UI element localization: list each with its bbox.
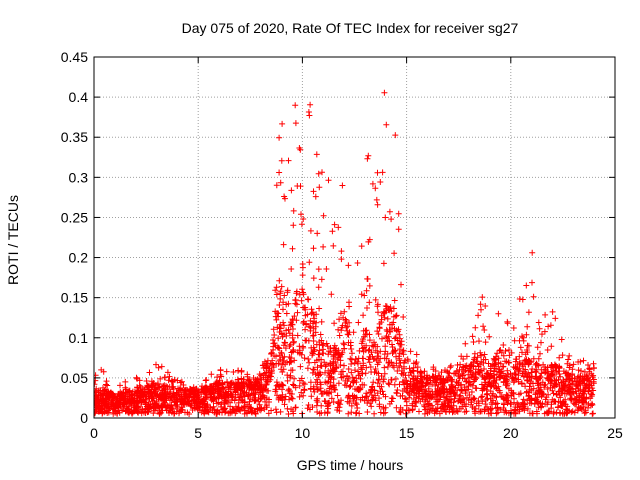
y-tick-label: 0.15 xyxy=(61,290,88,306)
x-tick-label: 0 xyxy=(90,425,98,441)
y-tick-label: 0.45 xyxy=(61,49,88,65)
roti-points xyxy=(94,89,597,417)
y-tick-label: 0.35 xyxy=(61,129,88,145)
y-tick-label: 0.2 xyxy=(69,250,89,266)
data-points xyxy=(94,89,597,417)
y-tick-label: 0.4 xyxy=(69,89,89,105)
x-tick-label: 20 xyxy=(503,425,519,441)
x-tick-label: 25 xyxy=(607,425,623,441)
x-tick-label: 10 xyxy=(295,425,311,441)
y-tick-label: 0.05 xyxy=(61,370,88,386)
y-tick-label: 0 xyxy=(80,410,88,426)
y-tick-label: 0.1 xyxy=(69,330,89,346)
x-tick-label: 15 xyxy=(399,425,415,441)
plot-border xyxy=(93,56,616,419)
y-tick-label: 0.3 xyxy=(69,169,89,185)
y-axis-ticks: 0 0.05 0.1 0.15 0.2 0.25 0.3 0.35 0.4 0.45 xyxy=(61,49,615,426)
y-axis-label: ROTI / TECUs xyxy=(5,195,21,285)
chart-title: Day 075 of 2020, Rate Of TEC Index for r… xyxy=(182,20,519,36)
x-axis-ticks: 0 5 10 15 20 25 xyxy=(90,57,623,441)
x-tick-label: 5 xyxy=(194,425,202,441)
x-axis-label: GPS time / hours xyxy=(297,457,404,473)
y-tick-label: 0.25 xyxy=(61,209,88,225)
